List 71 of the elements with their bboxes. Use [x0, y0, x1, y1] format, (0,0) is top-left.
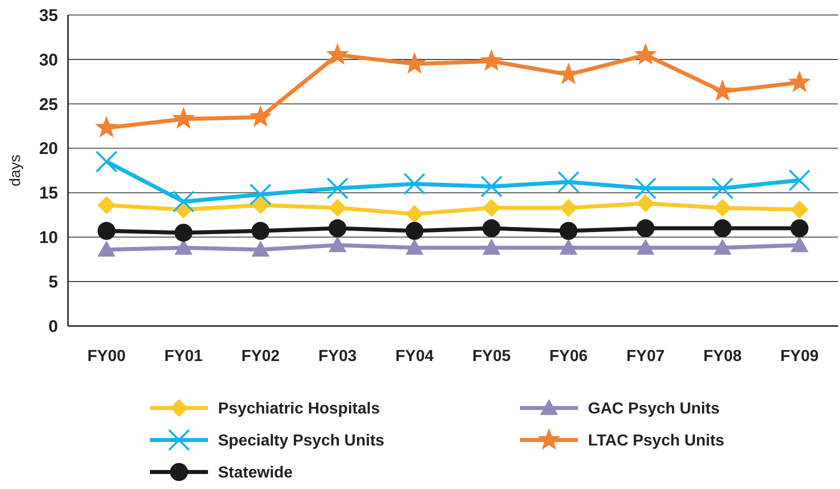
point — [482, 219, 500, 238]
y-tick-label: 10 — [39, 228, 58, 248]
point — [714, 219, 732, 238]
point — [406, 222, 424, 240]
point — [560, 238, 578, 255]
point — [636, 219, 654, 238]
point — [172, 190, 194, 213]
point — [403, 52, 426, 74]
point — [634, 177, 656, 200]
x-tick-label: FY03 — [318, 348, 357, 365]
point — [711, 79, 734, 102]
point — [636, 238, 654, 255]
point — [252, 196, 270, 214]
point — [480, 175, 502, 198]
y-tick-label: 20 — [39, 139, 58, 158]
point — [790, 200, 808, 219]
point — [95, 116, 118, 138]
point — [714, 238, 732, 255]
y-tick-label: 0 — [48, 316, 58, 336]
point — [406, 238, 424, 255]
point — [328, 236, 346, 252]
point — [558, 171, 580, 194]
x-tick-label: FY04 — [395, 348, 434, 365]
y-tick-label: 5 — [48, 272, 58, 292]
point — [98, 222, 116, 240]
x-tick-label: FY09 — [780, 348, 819, 365]
point — [790, 236, 808, 252]
x-tick-label: FY07 — [626, 348, 665, 365]
x-tick-label: FY00 — [87, 348, 126, 365]
point — [96, 150, 118, 173]
point — [98, 196, 116, 214]
x-tick-label: FY02 — [241, 348, 280, 365]
legend-label: LTAC Psych Units — [588, 432, 724, 450]
point — [174, 224, 192, 242]
point — [328, 219, 346, 238]
y-tick-label: 15 — [39, 184, 58, 203]
legend-label: Specialty Psych Units — [218, 432, 384, 450]
y-tick-label: 30 — [39, 50, 58, 70]
point — [249, 105, 272, 127]
point — [98, 240, 116, 257]
x-tick-label: FY06 — [549, 348, 588, 365]
point — [712, 177, 734, 200]
legend-label: Statewide — [218, 464, 293, 482]
point — [560, 198, 578, 217]
x-tick-label: FY08 — [703, 348, 742, 365]
x-tick-label: FY05 — [472, 348, 511, 365]
point — [252, 240, 270, 257]
point — [252, 222, 270, 240]
point — [634, 42, 657, 65]
legend-label: Psychiatric Hospitals — [218, 400, 380, 418]
y-tick-label: 25 — [39, 94, 58, 114]
legend-label: GAC Psych Units — [588, 400, 720, 418]
point — [560, 222, 578, 240]
y-tick-label: 35 — [39, 6, 58, 25]
point — [788, 70, 811, 92]
point — [404, 172, 426, 195]
point — [482, 198, 500, 217]
point — [250, 183, 272, 206]
point — [788, 169, 810, 192]
point — [326, 42, 349, 65]
point — [636, 194, 654, 212]
point — [480, 49, 503, 71]
point — [406, 205, 424, 224]
x-tick-label: FY01 — [164, 348, 203, 365]
point — [172, 106, 195, 129]
point — [328, 198, 346, 217]
point — [790, 219, 808, 238]
point — [326, 177, 348, 200]
point — [714, 198, 732, 217]
y-axis-title: days — [7, 154, 24, 186]
point — [482, 238, 500, 255]
